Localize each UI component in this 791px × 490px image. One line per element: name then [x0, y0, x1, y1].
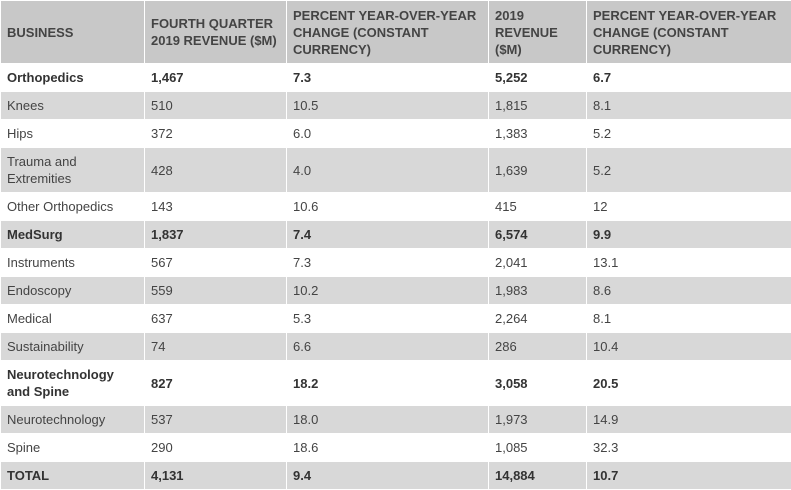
cell-q4-change: 6.0 — [286, 119, 489, 148]
table-row: Knees 510 10.5 1,815 8.1 — [0, 91, 791, 120]
table-row: Endoscopy 559 10.2 1,983 8.6 — [0, 276, 791, 305]
cell-q4-change: 10.6 — [286, 192, 489, 221]
cell-annual-revenue: 3,058 — [488, 360, 587, 406]
cell-annual-revenue: 286 — [488, 332, 587, 361]
cell-q4-revenue: 1,837 — [144, 220, 287, 249]
table-row: Other Orthopedics 143 10.6 415 12 — [0, 192, 791, 221]
cell-business: Endoscopy — [0, 276, 145, 305]
cell-annual-change: 5.2 — [586, 147, 791, 193]
cell-q4-revenue: 537 — [144, 405, 287, 434]
cell-business: Medical — [0, 304, 145, 333]
cell-annual-revenue: 1,983 — [488, 276, 587, 305]
cell-q4-revenue: 4,131 — [144, 461, 287, 490]
table-row: Spine 290 18.6 1,085 32.3 — [0, 433, 791, 462]
cell-business: TOTAL — [0, 461, 145, 490]
cell-q4-change: 10.5 — [286, 91, 489, 120]
cell-annual-revenue: 1,639 — [488, 147, 587, 193]
cell-q4-change: 18.0 — [286, 405, 489, 434]
table-row: Orthopedics 1,467 7.3 5,252 6.7 — [0, 63, 791, 92]
cell-annual-change: 8.6 — [586, 276, 791, 305]
cell-business: Trauma and Extremities — [0, 147, 145, 193]
cell-business: MedSurg — [0, 220, 145, 249]
cell-business: Hips — [0, 119, 145, 148]
cell-business: Neurotechnology and Spine — [0, 360, 145, 406]
cell-annual-revenue: 415 — [488, 192, 587, 221]
cell-q4-change: 4.0 — [286, 147, 489, 193]
header-row: BUSINESS FOURTH QUARTER 2019 REVENUE ($M… — [0, 0, 791, 64]
cell-q4-revenue: 559 — [144, 276, 287, 305]
cell-annual-change: 8.1 — [586, 91, 791, 120]
table-row: Medical 637 5.3 2,264 8.1 — [0, 304, 791, 333]
cell-business: Spine — [0, 433, 145, 462]
cell-annual-revenue: 1,383 — [488, 119, 587, 148]
cell-annual-change: 9.9 — [586, 220, 791, 249]
cell-q4-revenue: 428 — [144, 147, 287, 193]
cell-annual-revenue: 1,815 — [488, 91, 587, 120]
cell-annual-change: 5.2 — [586, 119, 791, 148]
cell-q4-revenue: 372 — [144, 119, 287, 148]
cell-annual-revenue: 1,085 — [488, 433, 587, 462]
cell-annual-change: 20.5 — [586, 360, 791, 406]
cell-annual-change: 13.1 — [586, 248, 791, 277]
cell-q4-change: 18.2 — [286, 360, 489, 406]
cell-q4-revenue: 510 — [144, 91, 287, 120]
header-annual-change: PERCENT YEAR-OVER-YEAR CHANGE (CONSTANT … — [586, 0, 791, 64]
cell-q4-revenue: 1,467 — [144, 63, 287, 92]
table-row: Instruments 567 7.3 2,041 13.1 — [0, 248, 791, 277]
cell-annual-change: 8.1 — [586, 304, 791, 333]
table-header: BUSINESS FOURTH QUARTER 2019 REVENUE ($M… — [0, 0, 791, 64]
cell-annual-change: 32.3 — [586, 433, 791, 462]
header-q4-revenue: FOURTH QUARTER 2019 REVENUE ($M) — [144, 0, 287, 64]
cell-business: Instruments — [0, 248, 145, 277]
cell-q4-change: 9.4 — [286, 461, 489, 490]
cell-business: Other Orthopedics — [0, 192, 145, 221]
table-row: Hips 372 6.0 1,383 5.2 — [0, 119, 791, 148]
cell-q4-change: 18.6 — [286, 433, 489, 462]
cell-annual-change: 14.9 — [586, 405, 791, 434]
cell-annual-change: 10.4 — [586, 332, 791, 361]
header-business: BUSINESS — [0, 0, 145, 64]
cell-annual-revenue: 14,884 — [488, 461, 587, 490]
cell-business: Neurotechnology — [0, 405, 145, 434]
table-body: Orthopedics 1,467 7.3 5,252 6.7 Knees 510 10.5 1… — [0, 63, 791, 490]
cell-annual-change: 6.7 — [586, 63, 791, 92]
cell-annual-change: 12 — [586, 192, 791, 221]
cell-annual-revenue: 6,574 — [488, 220, 587, 249]
cell-q4-revenue: 827 — [144, 360, 287, 406]
cell-q4-change: 10.2 — [286, 276, 489, 305]
cell-annual-revenue: 2,041 — [488, 248, 587, 277]
header-annual-revenue: 2019 REVENUE ($M) — [488, 0, 587, 64]
table-row: TOTAL 4,131 9.4 14,884 10.7 — [0, 461, 791, 490]
cell-q4-change: 7.3 — [286, 248, 489, 277]
cell-q4-revenue: 143 — [144, 192, 287, 221]
cell-business: Knees — [0, 91, 145, 120]
cell-business: Sustainability — [0, 332, 145, 361]
cell-q4-revenue: 74 — [144, 332, 287, 361]
cell-q4-change: 5.3 — [286, 304, 489, 333]
cell-business: Orthopedics — [0, 63, 145, 92]
table-row: Neurotechnology 537 18.0 1,973 14.9 — [0, 405, 791, 434]
cell-q4-revenue: 637 — [144, 304, 287, 333]
cell-q4-change: 7.3 — [286, 63, 489, 92]
cell-annual-revenue: 5,252 — [488, 63, 587, 92]
table-row: Sustainability 74 6.6 286 10.4 — [0, 332, 791, 361]
cell-annual-change: 10.7 — [586, 461, 791, 490]
cell-q4-revenue: 567 — [144, 248, 287, 277]
header-q4-change: PERCENT YEAR-OVER-YEAR CHANGE (CONSTANT … — [286, 0, 489, 64]
cell-q4-change: 6.6 — [286, 332, 489, 361]
table-row: Trauma and Extremities 428 4.0 1,639 5.2 — [0, 147, 791, 193]
cell-annual-revenue: 1,973 — [488, 405, 587, 434]
table-row: MedSurg 1,837 7.4 6,574 9.9 — [0, 220, 791, 249]
table-row: Neurotechnology and Spine 827 18.2 3,058 20.… — [0, 360, 791, 406]
cell-q4-change: 7.4 — [286, 220, 489, 249]
cell-annual-revenue: 2,264 — [488, 304, 587, 333]
cell-q4-revenue: 290 — [144, 433, 287, 462]
